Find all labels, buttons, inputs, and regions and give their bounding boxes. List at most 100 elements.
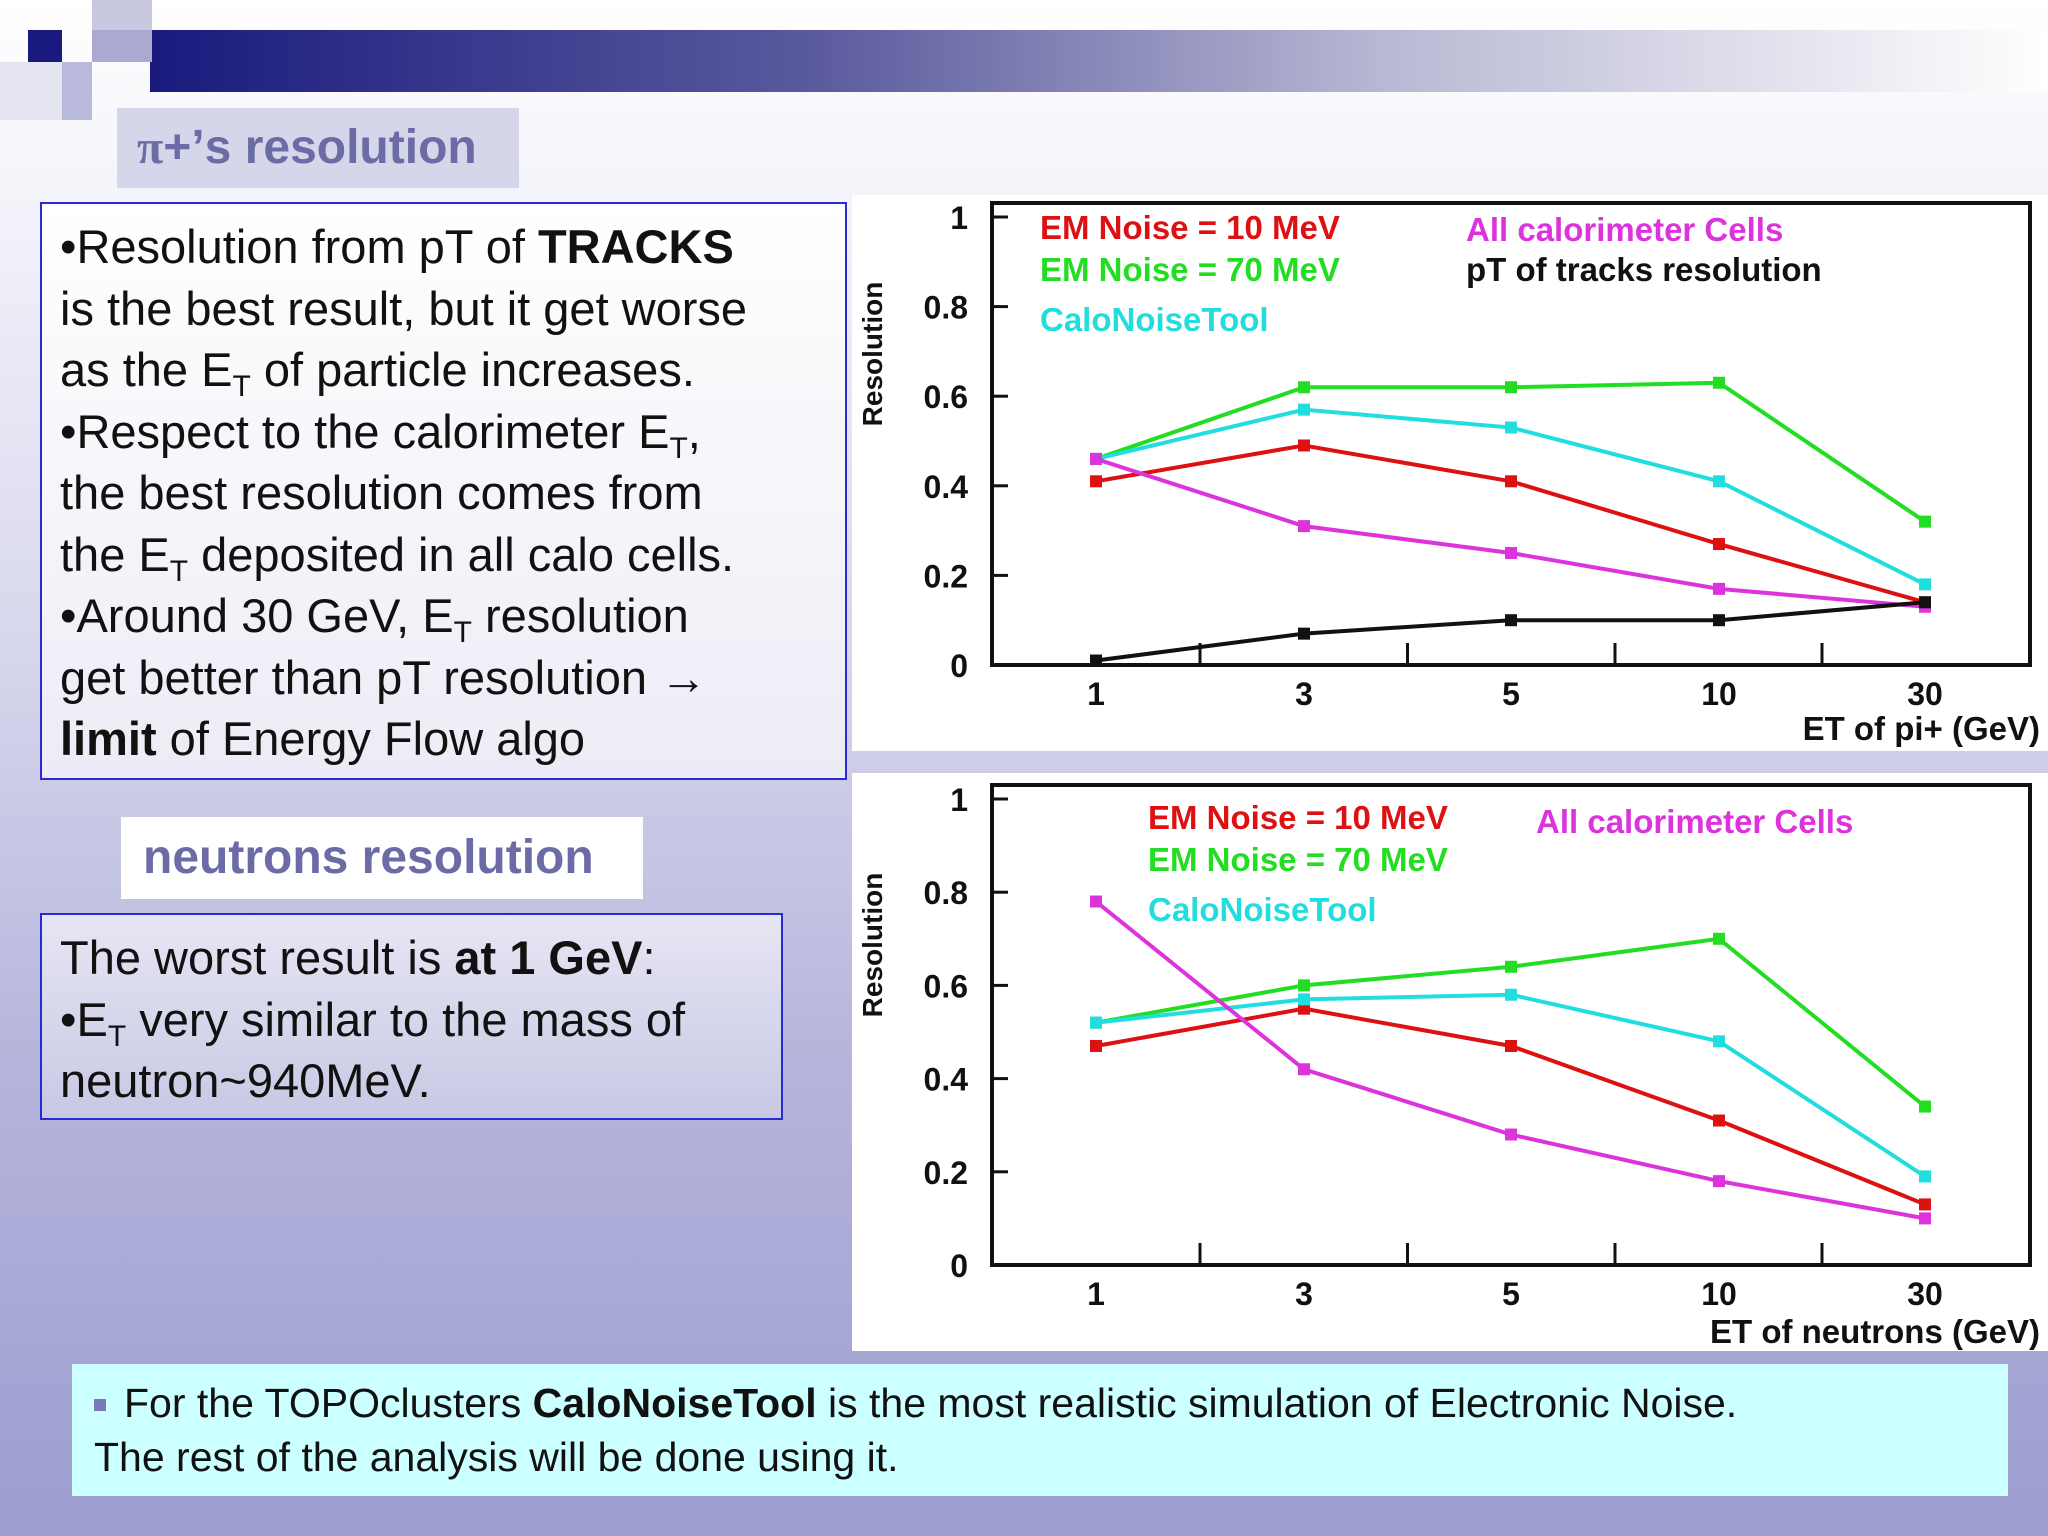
- legend-entry: CaloNoiseTool: [1148, 891, 1377, 928]
- text-bold: CaloNoiseTool: [532, 1380, 817, 1426]
- decor-square: [92, 30, 152, 62]
- section-title-neutrons: neutrons resolution: [121, 817, 643, 899]
- data-point: [1919, 1212, 1931, 1225]
- legend-entry: EM Noise = 70 MeV: [1148, 841, 1448, 878]
- text-line: limit of Energy Flow algo: [60, 708, 827, 770]
- text-bold: at 1 GeV: [454, 931, 643, 984]
- data-point: [1090, 475, 1102, 488]
- x-tick-label: 10: [1701, 676, 1737, 712]
- text-span: ,: [687, 404, 701, 458]
- data-point: [1298, 1063, 1310, 1076]
- y-tick-label: 0.6: [924, 379, 968, 415]
- legend-entry: All calorimeter Cells: [1466, 211, 1783, 248]
- bullet-square-icon: [94, 1399, 106, 1411]
- text-bold: limit: [60, 712, 157, 765]
- text-span: very similar to the mass of: [126, 992, 686, 1046]
- decor-square: [62, 62, 92, 120]
- data-point: [1505, 1039, 1517, 1052]
- y-tick-label: 0.6: [924, 968, 968, 1004]
- data-point: [1505, 988, 1517, 1001]
- x-tick-label: 30: [1907, 676, 1943, 712]
- data-point: [1298, 993, 1310, 1006]
- data-point: [1090, 1016, 1102, 1029]
- series-line: [1095, 1006, 1926, 1207]
- x-axis-label: ET of pi+ (GeV): [1803, 710, 2040, 747]
- data-point: [1505, 614, 1517, 627]
- pion-notes-box: •Resolution from pT of TRACKS is the bes…: [40, 202, 847, 780]
- decor-square: [0, 62, 62, 120]
- text-span: For the TOPOclusters: [124, 1380, 533, 1426]
- text-line: neutron~940MeV.: [60, 1054, 431, 1107]
- subscript: T: [232, 370, 251, 403]
- neutron-resolution-chart: 0 0.2 0.4 0.6 0.8 1 1 3 5 10 30 Resolution ET of neu…: [852, 773, 2048, 1351]
- pi-symbol: π: [137, 121, 164, 174]
- x-axis-label: ET of neutrons (GeV): [1710, 1313, 2040, 1350]
- data-point: [1919, 1198, 1931, 1211]
- y-tick-label: 0.4: [924, 469, 969, 505]
- y-tick-label: 0: [950, 648, 968, 684]
- header-gradient-bar: [150, 30, 2048, 92]
- text-line: get better than pT resolution →: [60, 650, 708, 704]
- text-line: •Resolution from pT of TRACKS: [60, 216, 827, 278]
- text-span: of particle increases.: [250, 343, 695, 396]
- text-span: deposited in all calo cells.: [188, 527, 735, 581]
- y-tick-label: 1: [950, 200, 968, 236]
- data-point: [1298, 1002, 1310, 1015]
- subscript: T: [453, 616, 472, 649]
- data-point: [1919, 1100, 1931, 1113]
- text-line: •Respect to the calorimeter ET,: [60, 401, 827, 465]
- text-span: as the E: [60, 343, 233, 396]
- x-tick-label: 1: [1087, 676, 1105, 712]
- data-point: [1505, 960, 1517, 973]
- y-tick-label: 0.8: [924, 290, 968, 326]
- x-tick-label: 30: [1907, 1276, 1943, 1312]
- data-point: [1713, 538, 1725, 551]
- data-point: [1298, 627, 1310, 640]
- data-point: [1090, 654, 1102, 667]
- text-span: •Resolution from pT of: [60, 220, 538, 273]
- text-span: is the most realistic simulation of Elec…: [816, 1380, 1738, 1426]
- text-line: the ET deposited in all calo cells.: [60, 524, 827, 587]
- data-point: [1505, 381, 1517, 394]
- text-line: The rest of the analysis will be done us…: [94, 1434, 899, 1480]
- pion-resolution-chart: 0 0.2 0.4 0.6 0.8 1 1 3 5 10 30 Resolution ET of pi+…: [852, 195, 2048, 751]
- data-point: [1919, 1170, 1931, 1183]
- subscript: T: [669, 431, 688, 465]
- plot-frame: [990, 201, 2032, 667]
- section-title-neutrons-text: neutrons resolution: [143, 831, 594, 884]
- text-line: •Around 30 GeV, ET resolution: [60, 585, 827, 649]
- legend-entry: EM Noise = 10 MeV: [1040, 209, 1340, 246]
- pion-resolution-svg: 0 0.2 0.4 0.6 0.8 1 1 3 5 10 30 Resolution ET of pi+…: [857, 200, 2040, 747]
- series-line: [1095, 600, 1926, 663]
- series-line: [1094, 899, 1926, 1221]
- y-tick-label: 0.2: [924, 1155, 968, 1191]
- text-span: the E: [60, 527, 170, 581]
- x-tick-label: 1: [1087, 1276, 1105, 1312]
- text-span: The worst result is: [60, 931, 455, 984]
- text-line: the best resolution comes from: [60, 466, 703, 519]
- section-title-pion-text: π+’s resolution: [137, 108, 519, 188]
- y-axis-label: Resolution: [857, 873, 888, 1018]
- y-tick-label: 0.2: [924, 558, 968, 594]
- data-point: [1919, 578, 1931, 591]
- legend-entry: EM Noise = 70 MeV: [1040, 251, 1340, 288]
- data-point: [1919, 596, 1931, 609]
- legend-entry: pT of tracks resolution: [1466, 251, 1822, 288]
- data-point: [1713, 1114, 1725, 1127]
- section-title-pion: π+’s resolution: [117, 108, 519, 188]
- text-line: as the ET of particle increases.: [60, 339, 827, 403]
- data-point: [1298, 520, 1310, 533]
- subscript: T: [107, 1019, 127, 1053]
- data-point: [1713, 1175, 1725, 1188]
- neutron-resolution-svg: 0 0.2 0.4 0.6 0.8 1 1 3 5 10 30 Resolution ET of neu…: [857, 782, 2040, 1350]
- text-span: •Around 30 GeV, E: [60, 589, 454, 642]
- plot-frame: [990, 783, 2032, 1267]
- legend-entry: EM Noise = 10 MeV: [1148, 799, 1448, 836]
- x-tick-label: 5: [1502, 1276, 1520, 1312]
- data-point: [1505, 475, 1517, 488]
- y-tick-label: 0.4: [924, 1062, 969, 1098]
- decor-square: [28, 30, 62, 64]
- text-line: is the best result, but it get worse: [60, 281, 748, 335]
- data-point: [1298, 403, 1310, 416]
- data-point: [1919, 515, 1931, 528]
